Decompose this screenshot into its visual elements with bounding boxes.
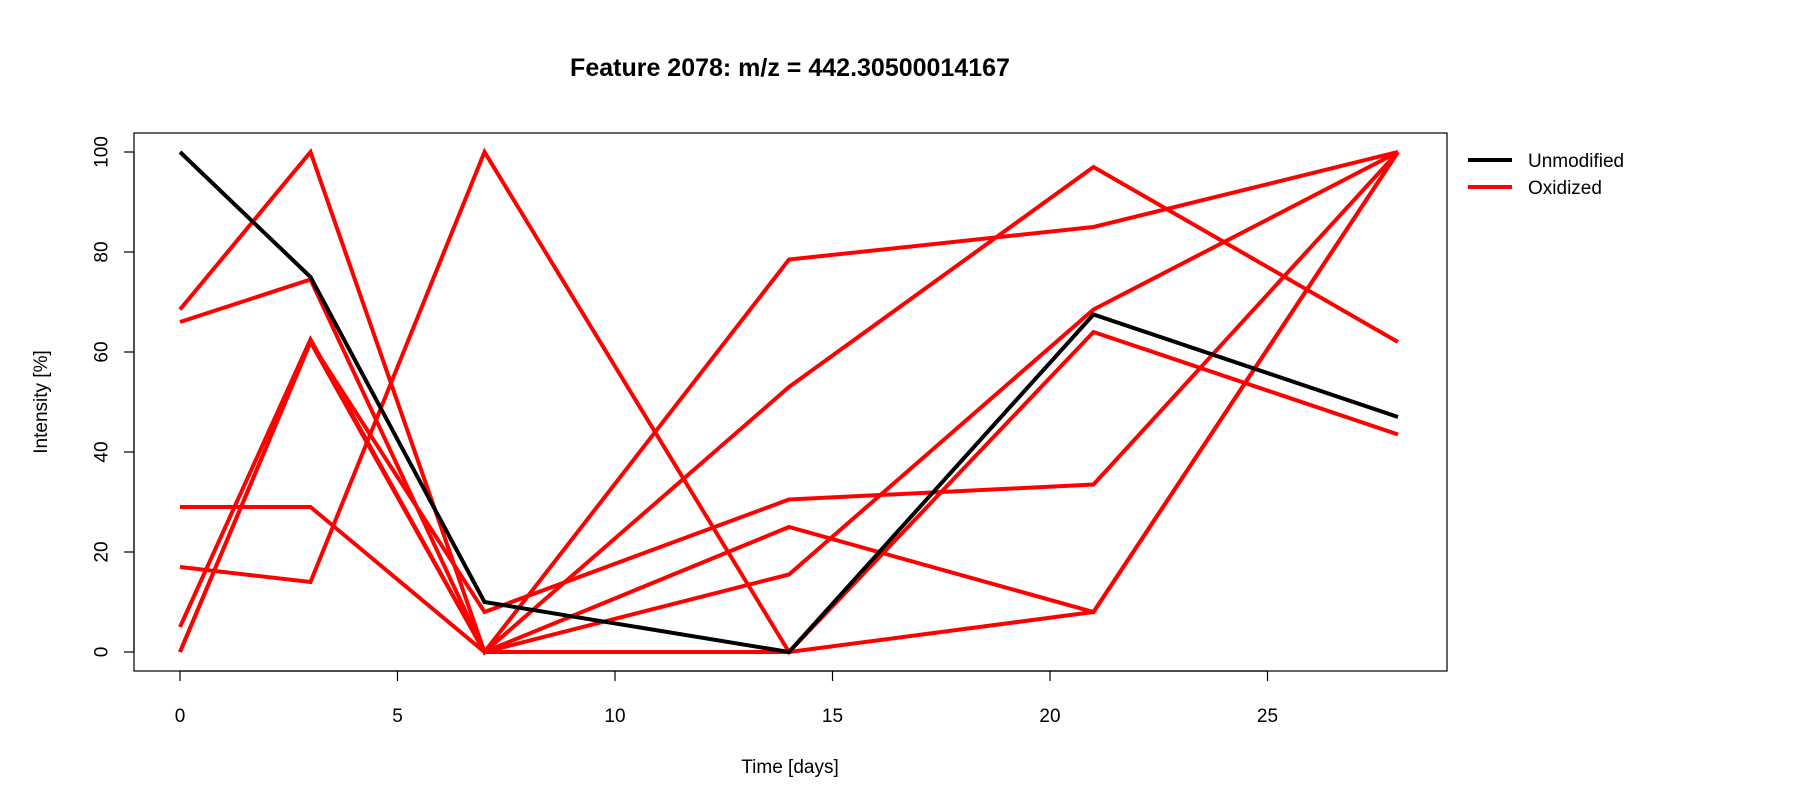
x-tick-label: 10	[604, 706, 625, 727]
series-line-oxidized-3	[180, 150, 1400, 654]
series-line-oxidized-4	[179, 147, 1399, 656]
y-axis-label: Intensity [%]	[31, 350, 52, 454]
x-tick-label: 20	[1039, 706, 1060, 727]
series-line-unmodified-0	[178, 150, 1399, 655]
series-line-oxidized-5	[178, 150, 1399, 655]
y-tick-label: 20	[92, 541, 113, 562]
series-line-oxidized-1	[178, 147, 1399, 656]
chart-title: Feature 2078: m/z = 442.30500014167	[570, 54, 1010, 82]
series-line-oxidized-6	[178, 150, 1400, 653]
series-lines	[178, 147, 1400, 656]
x-axis-label: Time [days]	[741, 757, 839, 778]
y-tick-label: 0	[92, 647, 113, 658]
legend-label-oxidized: Oxidized	[1528, 178, 1602, 199]
legend: Unmodified Oxidized	[1468, 151, 1624, 199]
x-tick-label: 0	[175, 706, 186, 727]
x-axis-ticks: 0 5 10 15 20 25	[175, 671, 1278, 727]
y-tick-label: 60	[92, 341, 113, 362]
y-axis-ticks: 0 20 40 60 80 100	[92, 136, 134, 657]
x-tick-label: 15	[822, 706, 843, 727]
series-line-oxidized-2	[179, 150, 1399, 656]
y-tick-label: 80	[92, 241, 113, 262]
y-tick-label: 40	[92, 441, 113, 462]
legend-label-unmodified: Unmodified	[1528, 151, 1624, 172]
x-tick-label: 25	[1257, 706, 1278, 727]
y-tick-label: 100	[92, 136, 113, 168]
x-tick-label: 5	[392, 706, 403, 727]
series-line-oxidized-7	[178, 150, 1400, 655]
